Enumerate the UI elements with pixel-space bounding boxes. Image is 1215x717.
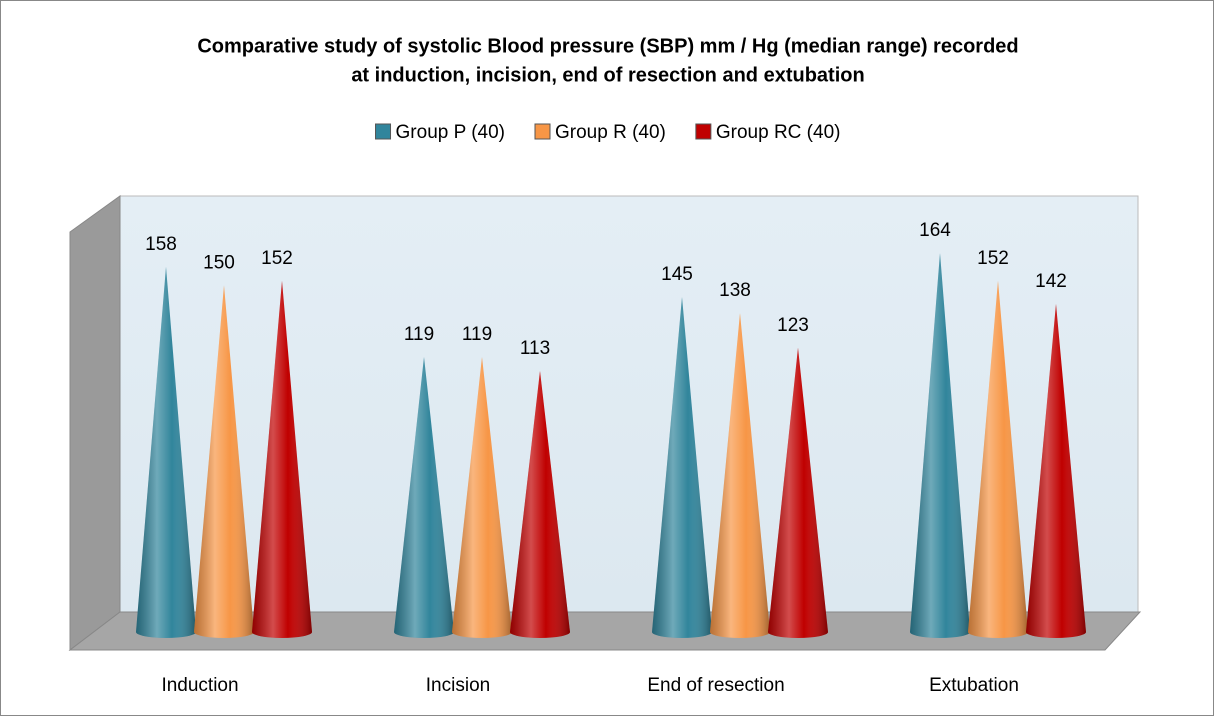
cone-shade bbox=[1026, 303, 1086, 638]
cone-shade bbox=[394, 357, 454, 638]
value-label: 119 bbox=[462, 324, 492, 345]
cone-shade bbox=[194, 285, 254, 638]
chart-title: at induction, incision, end of resection… bbox=[351, 64, 864, 86]
cone-shade bbox=[910, 253, 970, 639]
cone-shade bbox=[252, 280, 312, 638]
cone-shade bbox=[136, 266, 196, 638]
value-label: 158 bbox=[145, 234, 177, 255]
value-label: 145 bbox=[661, 264, 693, 285]
value-label: 123 bbox=[777, 315, 809, 336]
legend-swatch bbox=[375, 123, 392, 140]
value-label: 113 bbox=[520, 338, 550, 359]
legend-swatch bbox=[695, 123, 712, 140]
x-tick-label: Induction bbox=[161, 675, 238, 696]
legend-label: Group P (40) bbox=[396, 122, 505, 143]
value-label: 152 bbox=[261, 248, 293, 269]
value-label: 119 bbox=[404, 324, 434, 345]
x-tick-label: Incision bbox=[426, 675, 490, 696]
cone-shade bbox=[452, 357, 512, 638]
value-label: 152 bbox=[977, 248, 1009, 269]
legend-swatch bbox=[534, 123, 551, 140]
value-label: 150 bbox=[203, 252, 235, 273]
value-label: 138 bbox=[719, 280, 751, 301]
cone-shade bbox=[710, 313, 770, 638]
x-tick-label: Extubation bbox=[929, 675, 1019, 696]
side-wall bbox=[69, 195, 121, 652]
x-tick-label: End of resection bbox=[647, 675, 784, 696]
legend-label: Group RC (40) bbox=[716, 122, 841, 143]
cone-shade bbox=[652, 296, 712, 638]
value-label: 142 bbox=[1035, 271, 1067, 292]
floor bbox=[68, 611, 1142, 651]
legend-label: Group R (40) bbox=[555, 122, 666, 143]
cone-shade bbox=[768, 347, 828, 638]
cone-shade bbox=[510, 370, 570, 638]
cone-shade bbox=[968, 280, 1028, 638]
value-label: 164 bbox=[919, 220, 951, 241]
chart-title: Comparative study of systolic Blood pres… bbox=[197, 35, 1018, 57]
